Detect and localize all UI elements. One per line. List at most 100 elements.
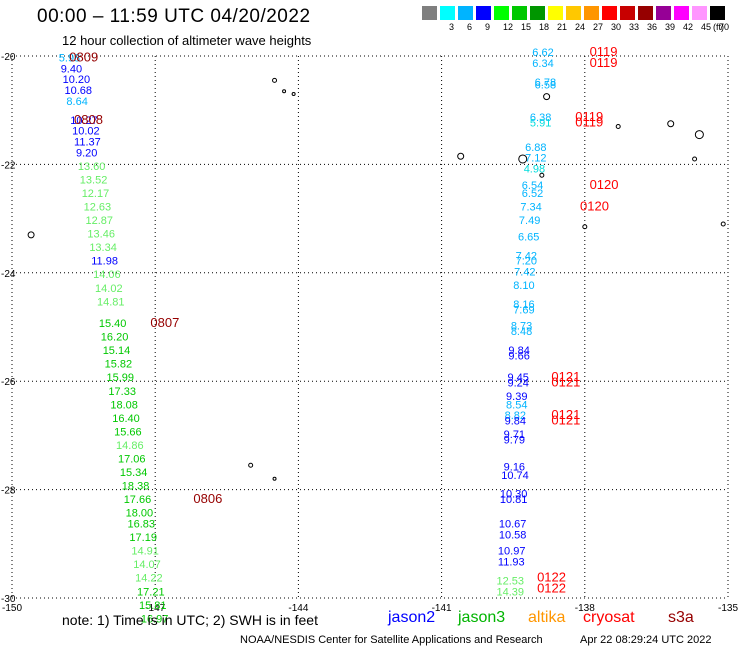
pass-time-label: 0119 bbox=[575, 109, 603, 124]
lon-tick-label: -138 bbox=[575, 603, 595, 614]
legend-swatch bbox=[620, 6, 635, 20]
island-outline bbox=[543, 93, 551, 101]
legend-swatch bbox=[638, 6, 653, 20]
wave-height-value: 6.38 bbox=[530, 112, 551, 124]
wave-height-value: 6.58 bbox=[535, 80, 556, 92]
pass-time-label: 0119 bbox=[590, 44, 618, 59]
wave-height-value: 14.91 bbox=[131, 546, 159, 558]
wave-height-value: 8.10 bbox=[513, 280, 534, 292]
wave-height-value: 13.52 bbox=[80, 174, 108, 186]
wave-height-value: 7.42 bbox=[514, 267, 535, 279]
wave-height-value: 17.19 bbox=[129, 532, 157, 544]
wave-height-value: 9.71 bbox=[504, 429, 525, 441]
legend-swatch bbox=[494, 6, 509, 20]
wave-height-value: 6.54 bbox=[522, 180, 543, 192]
island-outline bbox=[694, 130, 704, 140]
legend-swatch bbox=[440, 6, 455, 20]
wave-height-value: 12.17 bbox=[82, 188, 110, 200]
legend-swatch bbox=[476, 6, 491, 20]
pass-time-label: 0122 bbox=[537, 581, 566, 596]
wave-height-value: 9.39 bbox=[506, 391, 527, 403]
legend-label: 3 bbox=[449, 22, 455, 32]
wave-height-value: 10.74 bbox=[501, 470, 529, 482]
island-outline bbox=[27, 231, 35, 239]
legend-label: 24 bbox=[575, 22, 586, 32]
wave-height-value: 8.16 bbox=[513, 299, 534, 311]
wave-height-value: 12.53 bbox=[496, 575, 524, 587]
wave-height-value: 10.81 bbox=[500, 494, 528, 506]
page-subtitle: 12 hour collection of altimeter wave hei… bbox=[62, 33, 312, 48]
island-outline bbox=[667, 120, 675, 128]
wave-height-value: 10.58 bbox=[499, 529, 527, 541]
wave-height-value: 9.20 bbox=[76, 147, 97, 159]
satellite-label: s3a bbox=[668, 609, 694, 626]
wave-height-value: 7.12 bbox=[525, 153, 546, 165]
footer-timestamp: Apr 22 08:29:24 UTC 2022 bbox=[580, 634, 712, 646]
wave-height-value: 16.83 bbox=[128, 519, 156, 531]
lon-tick-label: -141 bbox=[432, 603, 452, 614]
wave-height-value: 8.64 bbox=[66, 96, 87, 108]
legend-label: 15 bbox=[521, 22, 532, 32]
legend-swatch bbox=[710, 6, 725, 20]
wave-height-value: 18.38 bbox=[122, 481, 150, 493]
wave-height-value: 15.82 bbox=[105, 359, 133, 371]
wave-height-value: 14.02 bbox=[95, 283, 123, 295]
wave-height-value: 17.06 bbox=[118, 454, 146, 466]
island-outline bbox=[518, 154, 528, 164]
wave-height-value: 13.46 bbox=[87, 229, 115, 241]
wave-height-value: 9.84 bbox=[505, 416, 526, 428]
footer-note: note: 1) Time is in UTC; 2) SWH is in fe… bbox=[62, 612, 318, 628]
pass-time-label: 0122 bbox=[537, 570, 566, 585]
legend-swatch bbox=[674, 6, 689, 20]
wave-height-value: 9.45 bbox=[507, 372, 528, 384]
footer-credit: NOAA/NESDIS Center for Satellite Applica… bbox=[240, 634, 543, 646]
legend-swatch bbox=[548, 6, 563, 20]
legend-label: 33 bbox=[629, 22, 640, 32]
island-outline bbox=[720, 221, 726, 227]
legend-unit: (ft) bbox=[713, 22, 724, 32]
wave-height-value: 5.98 bbox=[59, 52, 80, 64]
wave-height-value: 4.98 bbox=[524, 164, 545, 176]
wave-height-value: 9.24 bbox=[507, 378, 528, 390]
legend-swatch bbox=[602, 6, 617, 20]
legend-label: 27 bbox=[593, 22, 604, 32]
lat-tick-label: -26 bbox=[1, 377, 16, 388]
wave-height-value: 13.34 bbox=[89, 242, 117, 254]
island-outline bbox=[582, 224, 588, 230]
wave-height-value: 6.52 bbox=[522, 188, 543, 200]
island-outline bbox=[272, 476, 277, 481]
lat-tick-label: -28 bbox=[1, 486, 16, 497]
pass-time-label: 0809 bbox=[69, 49, 98, 64]
wave-height-value: 9.66 bbox=[508, 351, 529, 363]
legend-label: 45 bbox=[701, 22, 712, 32]
legend-label: 6 bbox=[467, 22, 473, 32]
island-outline bbox=[248, 462, 254, 468]
wave-height-value: 10.27 bbox=[70, 115, 98, 127]
wave-height-value: 9.84 bbox=[508, 345, 529, 357]
pass-time-label: 0121 bbox=[551, 413, 580, 428]
legend-swatch bbox=[422, 6, 437, 20]
wave-height-value: 8.82 bbox=[505, 410, 526, 422]
legend-swatch bbox=[512, 6, 527, 20]
wave-height-value: 11.98 bbox=[91, 256, 118, 268]
wave-height-value: 18.08 bbox=[110, 399, 138, 411]
legend-swatch bbox=[656, 6, 671, 20]
pass-time-label: 0806 bbox=[193, 491, 222, 506]
legend-label: 36 bbox=[647, 22, 658, 32]
wave-height-value: 10.20 bbox=[63, 74, 91, 86]
wave-height-value: 17.66 bbox=[124, 494, 152, 506]
wave-height-value: 9.79 bbox=[504, 435, 525, 447]
pass-time-label: 0807 bbox=[150, 315, 179, 330]
wave-height-value: 14.86 bbox=[116, 440, 144, 452]
island-outline bbox=[539, 172, 545, 178]
wave-height-value: 10.30 bbox=[500, 489, 528, 501]
wave-height-value: 16.20 bbox=[101, 332, 129, 344]
wave-height-value: 12.87 bbox=[86, 215, 114, 227]
wave-height-value: 9.40 bbox=[61, 63, 82, 75]
wave-height-value: 6.78 bbox=[535, 77, 556, 89]
wave-height-value: 7.42 bbox=[516, 250, 537, 262]
wave-height-value: 11.37 bbox=[74, 136, 101, 148]
wave-height-value: 7.20 bbox=[516, 256, 537, 268]
legend-swatch bbox=[530, 6, 545, 20]
lat-tick-label: -30 bbox=[1, 594, 16, 605]
